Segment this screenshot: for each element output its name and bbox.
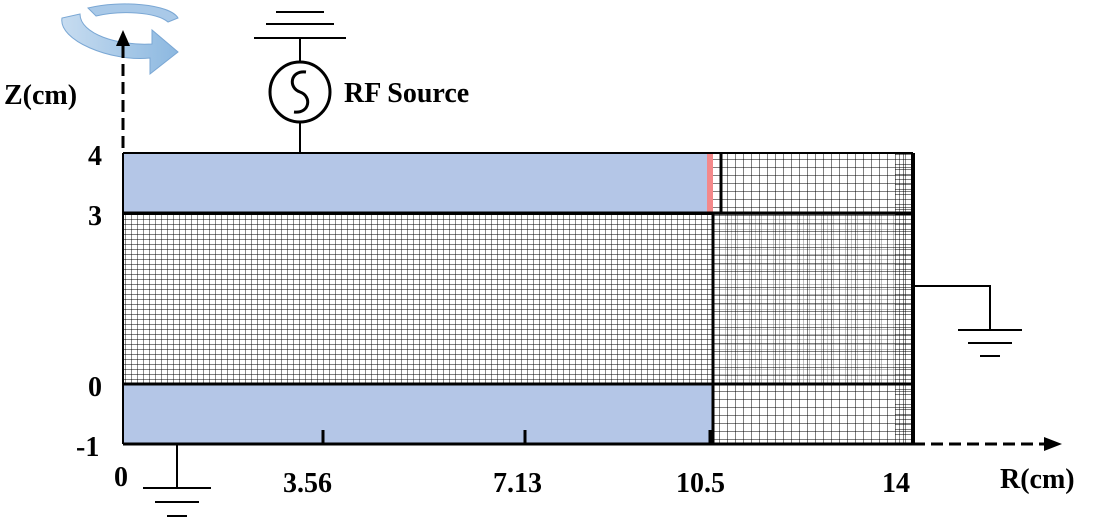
r-tick-label: 3.56 <box>283 468 332 499</box>
z-tick-label: 3 <box>88 201 102 232</box>
rf-source-label: RF Source <box>344 78 469 109</box>
lower-dielectric <box>123 384 713 444</box>
r-axis-tick-marks <box>321 430 712 444</box>
z-axis-label: Z(cm) <box>4 80 77 111</box>
z-tick-label: 4 <box>88 141 102 172</box>
r-tick-label: 10.5 <box>676 468 725 499</box>
z-axis <box>116 30 130 148</box>
r-tick-label: 0 <box>114 462 128 493</box>
r-tick-label: 14 <box>882 468 910 499</box>
ground-icon-right <box>913 285 1022 357</box>
domain-outline <box>122 152 915 446</box>
ground-icon-bottom <box>143 444 211 517</box>
r-axis <box>913 437 1062 451</box>
z-tick-label: -1 <box>76 432 99 463</box>
z-tick-label: 0 <box>88 372 102 403</box>
r-tick-label: 7.13 <box>493 468 542 499</box>
rf-source <box>254 11 346 153</box>
upper-dielectric <box>123 153 707 213</box>
r-axis-label: R(cm) <box>1000 464 1075 495</box>
